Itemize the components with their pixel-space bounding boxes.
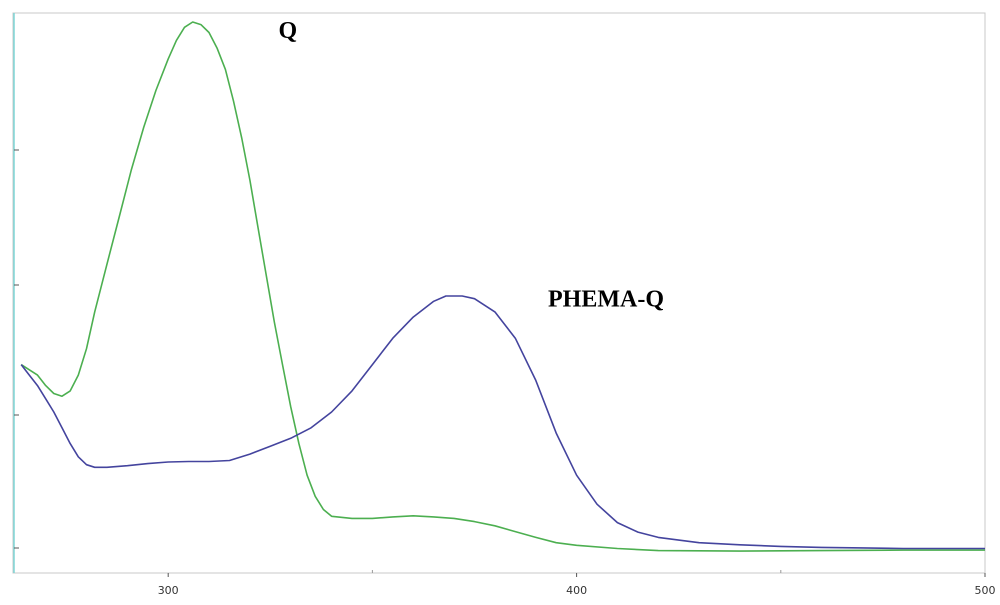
- x-tick-label-300: 300: [158, 584, 179, 597]
- series-label-phema-q: PHEMA-Q: [548, 287, 664, 313]
- series-line-phema-q: [20, 295, 985, 550]
- plot-area: [12, 12, 986, 574]
- y-axis-ticks: [14, 149, 19, 549]
- series-layer: [20, 21, 985, 552]
- x-tick-label-500: 500: [975, 584, 996, 597]
- series-annotations: Q PHEMA-Q: [278, 18, 664, 313]
- series-line-q: [20, 21, 985, 552]
- x-tick-label-400: 400: [566, 584, 587, 597]
- x-axis-tick-labels: 300 400 500: [158, 584, 996, 597]
- x-axis-ticks: [167, 570, 986, 577]
- series-label-q: Q: [278, 18, 297, 44]
